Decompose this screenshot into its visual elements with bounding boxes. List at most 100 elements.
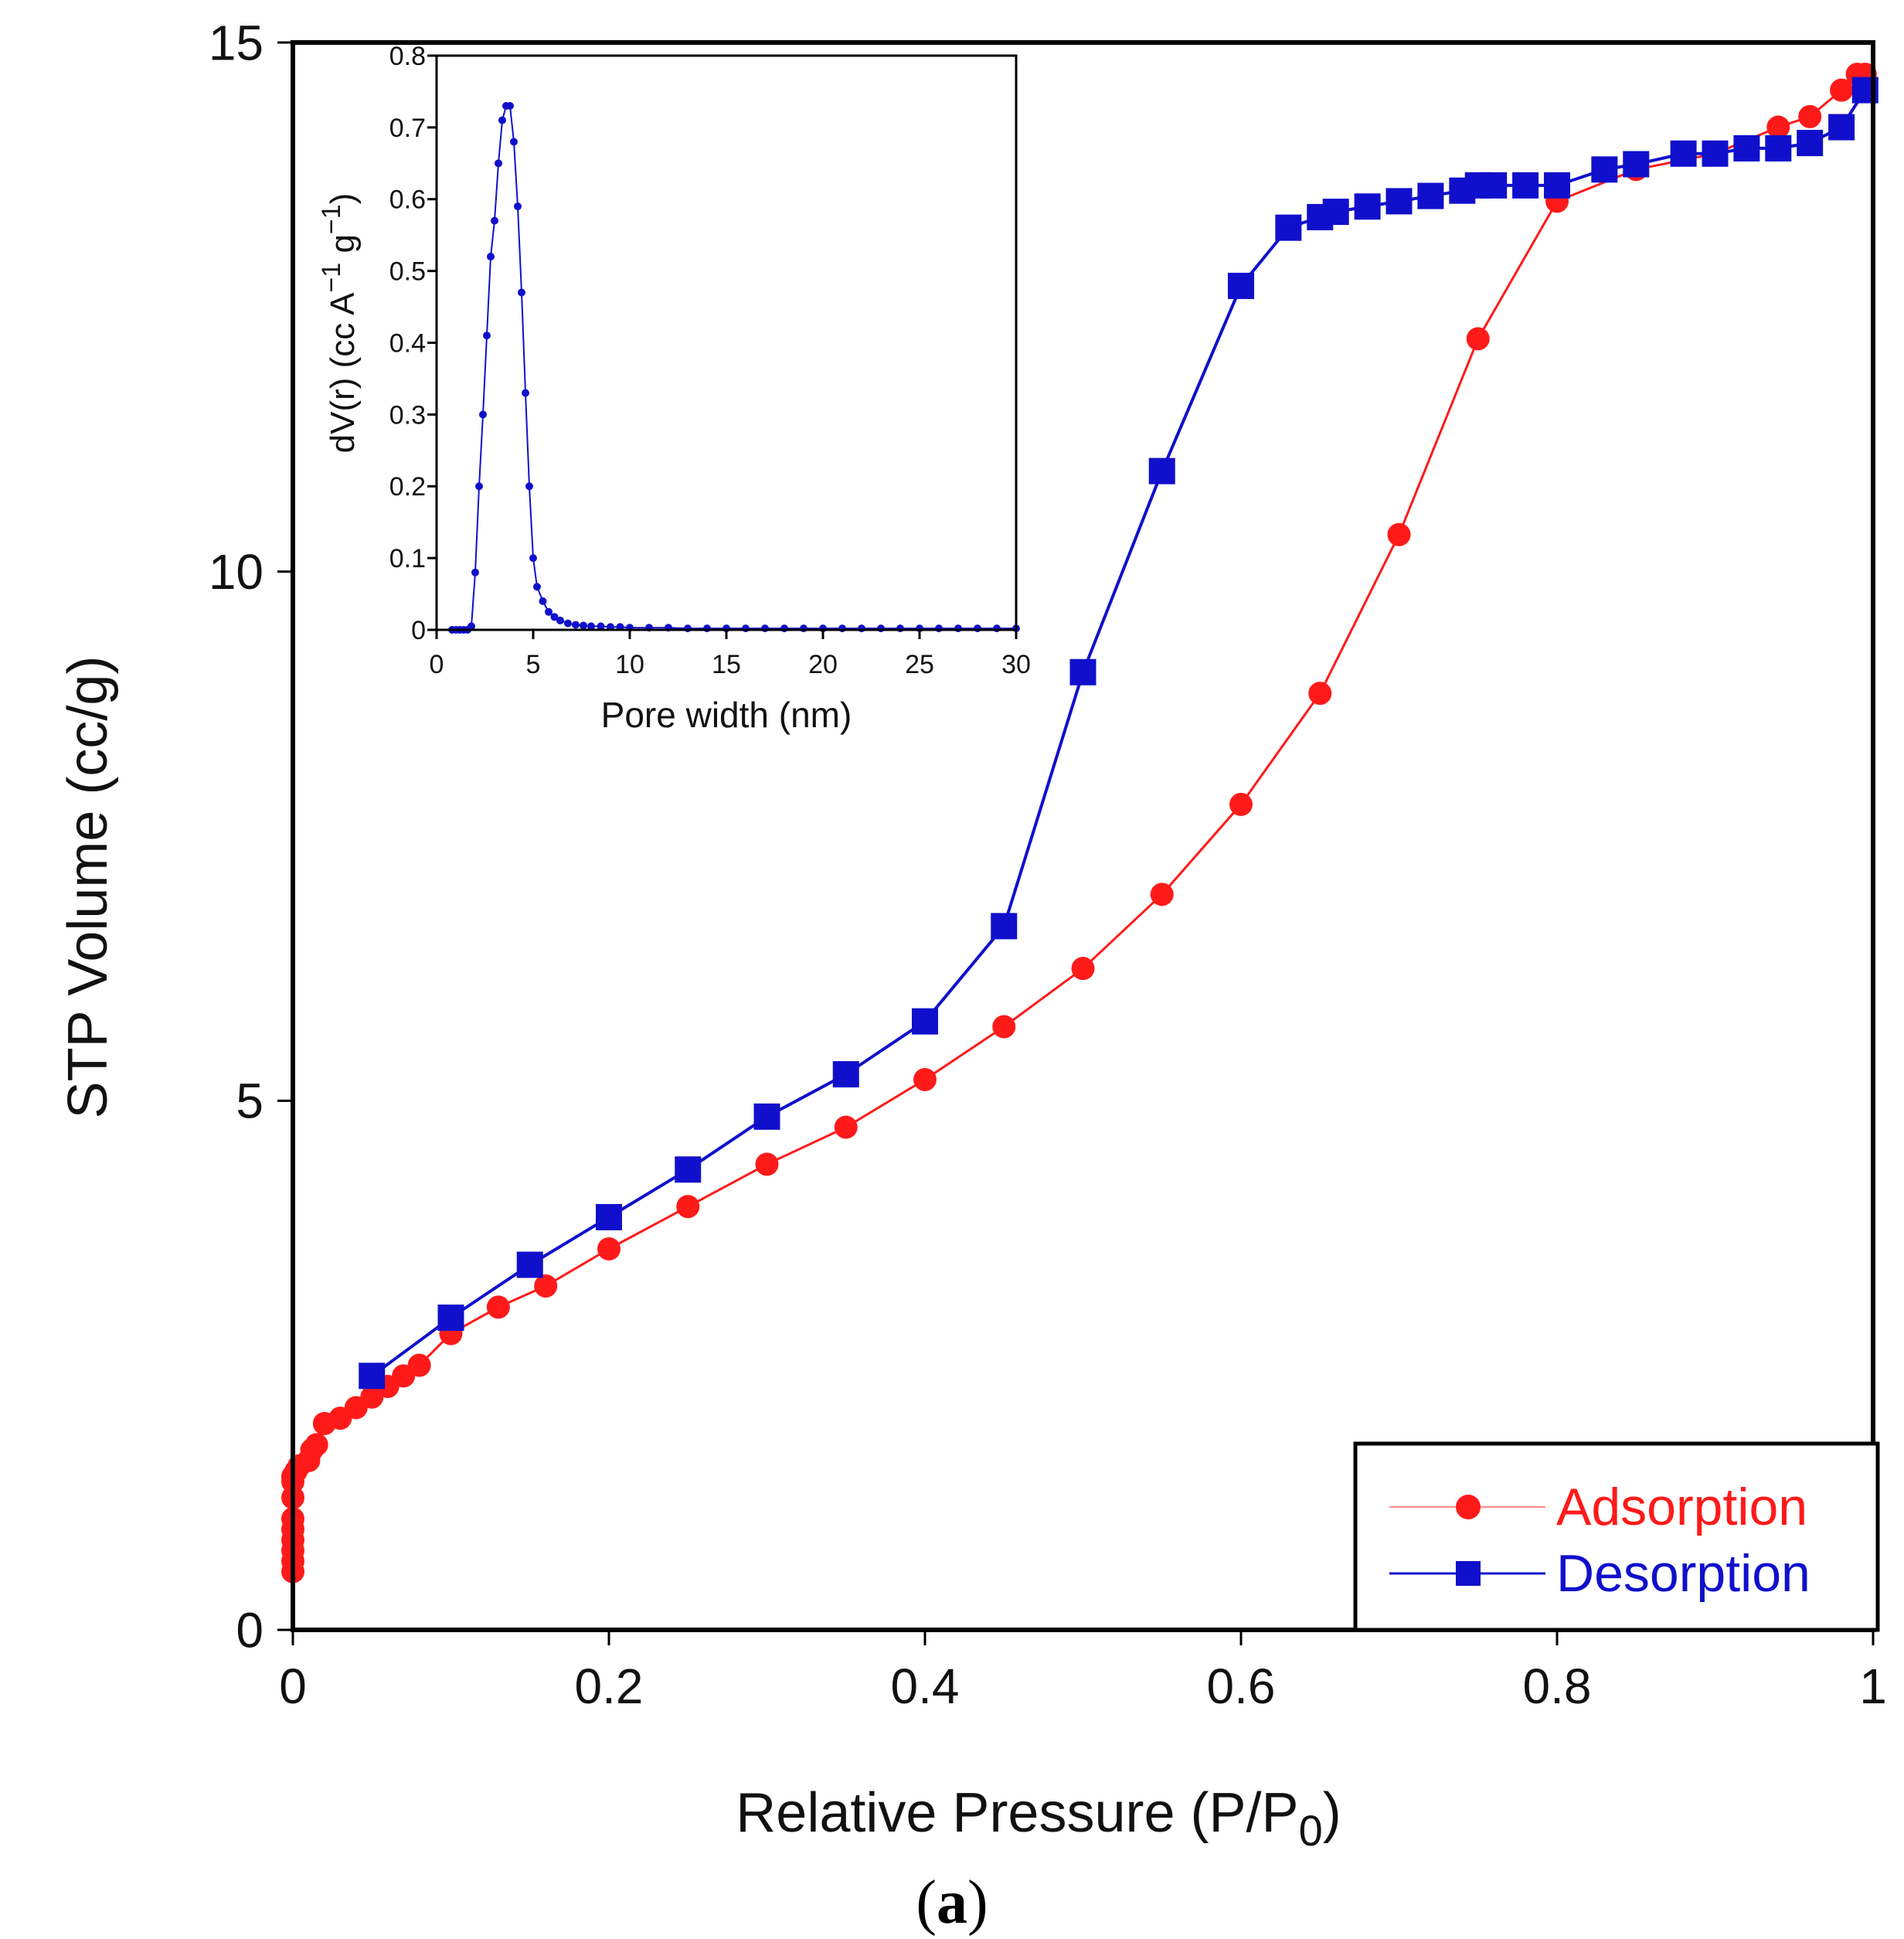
adsorption-point	[676, 1195, 700, 1219]
pore-distribution-point	[974, 624, 981, 633]
pore-distribution-point	[525, 482, 533, 491]
isotherm-chart: 0 0.2 0.4 0.6 0.8 1 0 5 10 15 Relative Pressure …	[57, 15, 1887, 1855]
pore-distribution-point	[514, 202, 522, 211]
pore-distribution-point	[587, 622, 595, 631]
inset-x-tick-label: 25	[905, 650, 934, 679]
main-y-tick-label: 5	[236, 1073, 264, 1129]
adsorption-point	[913, 1067, 937, 1091]
pore-distribution-point	[471, 568, 479, 577]
legend-desorption-marker	[1456, 1561, 1481, 1586]
desorption-point	[1386, 188, 1413, 215]
main-x-tick-label: 0.2	[575, 1658, 644, 1714]
desorption-point	[1307, 203, 1334, 230]
inset-y-axis: 0 0.1 0.2 0.3 0.4 0.5 0.6 0.7 0.8	[389, 42, 437, 645]
main-y-tick-label: 10	[209, 544, 264, 600]
pore-distribution-point	[703, 624, 711, 633]
pore-distribution-point	[838, 624, 846, 633]
inset-x-tick-label: 5	[526, 650, 541, 679]
main-y-axis: 0 5 10 15	[209, 15, 293, 1658]
desorption-point	[1591, 156, 1618, 183]
pore-distribution-point	[506, 102, 514, 111]
pore-distribution-point	[954, 624, 962, 633]
pore-distribution-point	[533, 583, 541, 591]
main-x-tick-label: 0.4	[891, 1658, 960, 1714]
desorption-point	[753, 1103, 780, 1130]
main-x-axis-label: Relative Pressure (P/P0)	[736, 1782, 1341, 1855]
figure-caption: (a)	[916, 1869, 988, 1937]
desorption-point	[1512, 172, 1539, 199]
inset-y-tick-label: 0.6	[389, 185, 426, 215]
inset-y-tick-label: 0.5	[389, 257, 426, 287]
desorption-point	[1765, 134, 1792, 162]
pore-distribution-point	[487, 253, 495, 261]
desorption-point	[1449, 177, 1476, 204]
legend-desorption-label: Desorption	[1556, 1544, 1810, 1603]
pore-distribution-point	[564, 619, 572, 628]
pore-distribution-point	[522, 389, 529, 397]
main-x-tick-label: 1	[1859, 1658, 1887, 1714]
pore-distribution-point	[742, 624, 750, 633]
adsorption-point	[597, 1237, 620, 1261]
pore-distribution-point	[550, 613, 559, 621]
pore-distribution-point	[483, 332, 491, 340]
pore-distribution-point	[580, 621, 587, 630]
inset-x-tick-label: 20	[808, 650, 838, 679]
desorption-point	[516, 1251, 543, 1278]
desorption-point	[1623, 151, 1650, 178]
adsorption-point	[834, 1115, 858, 1139]
desorption-point	[359, 1362, 386, 1390]
desorption-point	[991, 913, 1018, 940]
inset-y-tick-label: 0	[411, 616, 426, 645]
pore-distribution-point	[761, 624, 769, 633]
pore-distribution-point	[539, 597, 547, 605]
desorption-point	[596, 1203, 622, 1230]
legend-entry-desorption: Desorption	[1389, 1544, 1810, 1603]
desorption-point	[1148, 458, 1175, 485]
desorption-point	[1417, 182, 1444, 209]
desorption-point	[675, 1156, 702, 1183]
adsorption-point	[1387, 522, 1411, 546]
adsorption-point	[1229, 792, 1253, 816]
inset-x-axis-label: Pore width (nm)	[601, 695, 852, 735]
pore-distribution-point	[877, 624, 885, 633]
adsorption-point	[486, 1295, 510, 1319]
inset-y-tick-label: 0.7	[389, 114, 426, 143]
main-y-axis-label: STP Volume (cc/g)	[57, 656, 119, 1119]
pore-distribution-point	[495, 159, 502, 168]
pore-size-inset-chart: 0 5 10 15 20 25 30 0 0.1 0.2 0.3 0.4 0.5 0.6 0.7 0.8 P…	[317, 42, 1031, 735]
inset-x-tick-label: 15	[712, 650, 741, 679]
adsorption-point	[1071, 957, 1095, 981]
inset-y-axis-label: dV(r) (cc A−1 g−1)	[317, 193, 362, 454]
adsorption-point	[1150, 883, 1174, 907]
inset-x-axis: 0 5 10 15 20 25 30	[430, 630, 1031, 679]
pore-distribution-point	[800, 624, 808, 633]
desorption-point	[1275, 214, 1302, 241]
pore-distribution-point	[780, 624, 788, 633]
inset-y-tick-label: 0.3	[389, 400, 426, 430]
main-x-tick-label: 0.8	[1523, 1658, 1592, 1714]
main-x-axis: 0 0.2 0.4 0.6 0.8 1	[279, 1630, 1887, 1714]
desorption-point	[1733, 134, 1760, 162]
legend-adsorption-label: Adsorption	[1556, 1478, 1807, 1536]
desorption-point	[1544, 172, 1570, 199]
legend-adsorption-marker	[1456, 1495, 1481, 1519]
pore-distribution-point	[491, 216, 498, 225]
main-x-tick-label: 0.6	[1207, 1658, 1276, 1714]
inset-y-tick-label: 0.1	[389, 544, 426, 573]
desorption-point	[1797, 130, 1824, 157]
pore-distribution-point	[993, 624, 1001, 633]
inset-x-tick-label: 30	[1001, 650, 1031, 679]
adsorption-point	[1766, 115, 1790, 139]
legend-box	[1353, 1441, 1880, 1632]
adsorption-point	[1798, 104, 1822, 128]
desorption-point	[1354, 193, 1381, 220]
adsorption-point	[304, 1433, 328, 1457]
inset-y-tick-label: 0.4	[389, 328, 426, 358]
main-plot-area	[281, 63, 1878, 1584]
pore-distribution-point	[556, 616, 564, 624]
desorption-point	[832, 1061, 859, 1088]
main-y-tick-label: 15	[209, 15, 264, 70]
legend: Adsorption Desorption	[1353, 1441, 1880, 1632]
desorption-point	[1228, 272, 1254, 299]
